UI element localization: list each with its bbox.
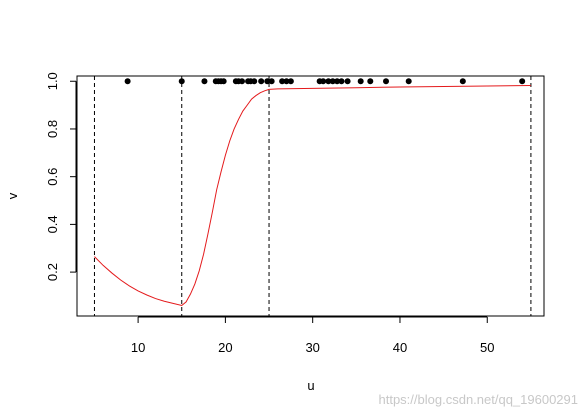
data-point bbox=[268, 78, 275, 85]
data-point bbox=[405, 78, 412, 85]
y-axis: 0.2 0.4 0.6 0.8 1.0 bbox=[45, 72, 77, 281]
data-point bbox=[220, 78, 227, 85]
fitted-curve-line bbox=[94, 85, 531, 307]
data-point bbox=[459, 78, 466, 85]
x-tick-label: 20 bbox=[218, 340, 232, 355]
data-point bbox=[344, 78, 351, 85]
y-axis-title: v bbox=[5, 192, 20, 199]
y-tick-label: 0.2 bbox=[45, 263, 60, 281]
data-point bbox=[320, 78, 327, 85]
data-point bbox=[325, 78, 332, 85]
y-tick-label: 0.8 bbox=[45, 120, 60, 138]
data-point bbox=[329, 78, 336, 85]
data-point bbox=[178, 78, 185, 85]
data-point bbox=[258, 78, 265, 85]
data-point bbox=[238, 78, 245, 85]
watermark-text: https://blog.csdn.net/qq_19600291 bbox=[378, 392, 579, 407]
y-tick-label: 0.4 bbox=[45, 215, 60, 233]
data-point bbox=[124, 78, 131, 85]
data-points-layer bbox=[124, 78, 526, 85]
fitted-curve-layer bbox=[94, 85, 531, 307]
data-point bbox=[519, 78, 526, 85]
x-tick-label: 40 bbox=[393, 340, 407, 355]
data-point bbox=[338, 78, 345, 85]
data-point bbox=[357, 78, 364, 85]
data-point bbox=[264, 78, 271, 85]
data-point bbox=[287, 78, 294, 85]
y-tick-label: 1.0 bbox=[45, 72, 60, 90]
x-tick-label: 30 bbox=[305, 340, 319, 355]
x-tick-label: 50 bbox=[480, 340, 494, 355]
data-point bbox=[251, 78, 258, 85]
data-point bbox=[283, 78, 290, 85]
data-point bbox=[279, 78, 286, 85]
x-tick-label: 10 bbox=[131, 340, 145, 355]
vertical-reference-lines bbox=[93, 76, 532, 316]
y-tick-label: 0.6 bbox=[45, 168, 60, 186]
data-point bbox=[201, 78, 208, 85]
data-point bbox=[383, 78, 390, 85]
data-point bbox=[367, 78, 374, 85]
x-axis-title: u bbox=[307, 378, 314, 393]
data-point bbox=[334, 78, 341, 85]
plot-frame bbox=[76, 75, 545, 317]
x-axis: 10 20 30 40 50 bbox=[131, 316, 494, 355]
